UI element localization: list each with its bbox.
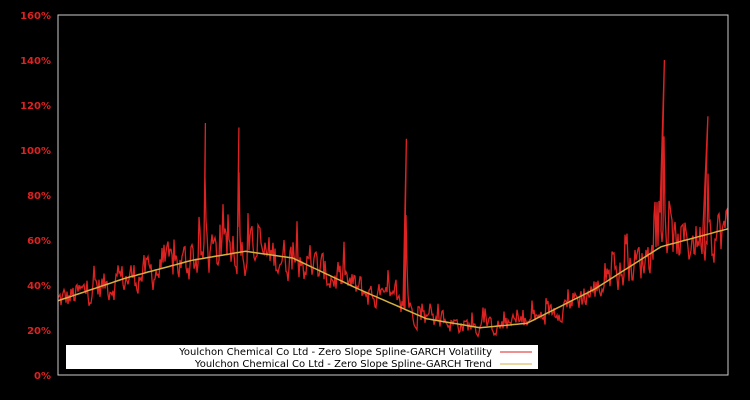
trend-series-line: [57, 228, 729, 329]
y-tick-label: 40%: [27, 281, 51, 292]
volatility-series-line: [57, 59, 729, 338]
legend-box: [66, 345, 538, 369]
y-tick-label: 140%: [20, 56, 51, 67]
y-tick-label: 20%: [27, 326, 51, 337]
y-tick-label: 120%: [20, 101, 51, 112]
y-tick-label: 0%: [34, 371, 51, 382]
legend: Youlchon Chemical Co Ltd - Zero Slope Sp…: [66, 345, 538, 370]
legend-label-trend: Youlchon Chemical Co Ltd - Zero Slope Sp…: [194, 359, 492, 370]
plot-area: [57, 59, 729, 338]
y-tick-label: 160%: [20, 11, 51, 22]
plot-frame: [57, 14, 729, 376]
y-tick-label: 80%: [27, 191, 51, 202]
y-axis: 0% 20% 40% 60% 80% 100% 120% 140% 160%: [20, 11, 51, 382]
y-tick-label: 100%: [20, 146, 51, 157]
legend-label-volatility: Youlchon Chemical Co Ltd - Zero Slope Sp…: [178, 347, 492, 358]
y-tick-label: 60%: [27, 236, 51, 247]
